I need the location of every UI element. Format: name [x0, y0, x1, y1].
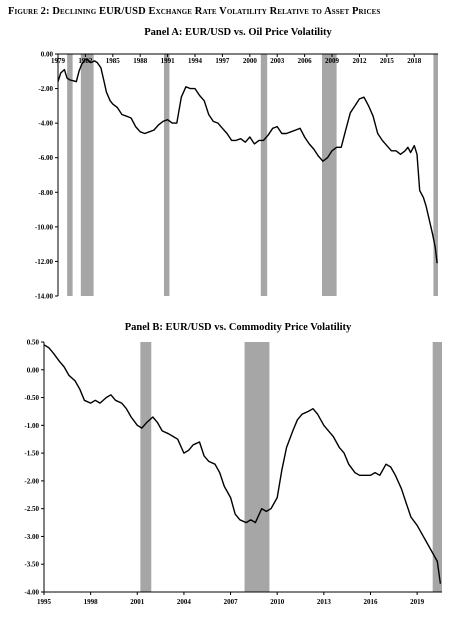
panel-a-y-tick-label: -2.00 [38, 85, 53, 93]
panel-a-shaded-period-5 [433, 54, 438, 296]
panel-b-y-tick-label: -1.00 [24, 422, 39, 430]
panel-b-y-tick-label: -2.00 [24, 477, 39, 485]
panel-a-series-line-0 [57, 58, 438, 264]
figure-title: Figure 2: Declining EUR/USD Exchange Rat… [8, 6, 381, 17]
panel-a-y-tick-label: -12.00 [35, 258, 54, 266]
panel-b-y-tick-label: -3.00 [24, 533, 39, 541]
panel-b-x-tick-label: 2013 [317, 598, 332, 606]
panel-a-y-tick-label: -14.00 [35, 293, 54, 301]
panel-b-x-tick-label: 2016 [363, 598, 378, 606]
panel-a-x-tick-label: 2006 [298, 57, 313, 65]
panel-a-shaded-period-3 [260, 54, 268, 296]
panel-b-y-tick-label: -2.50 [24, 505, 39, 513]
panel-b-shaded-period-1 [244, 342, 270, 592]
panel-a-y-tick-label: -8.00 [38, 189, 53, 197]
panel-b-y-tick-label: 0.50 [27, 339, 40, 347]
panel-a-x-tick-label: 1982 [78, 57, 93, 65]
panel-b-shaded-period-2 [432, 342, 442, 592]
panel-a-x-tick-label: 1979 [51, 57, 66, 65]
panel-b-y-tick-label: -3.50 [24, 561, 39, 569]
panel-b-y-tick-label: -0.50 [24, 394, 39, 402]
panel-b-x-tick-label: 2001 [130, 598, 145, 606]
panel-a-y-tick-label: -10.00 [35, 223, 54, 231]
panel-b-x-tick-label: 1998 [84, 598, 99, 606]
panel-b-x-tick-label: 1995 [37, 598, 52, 606]
panel-b-title: Panel B: EUR/USD vs. Commodity Price Vol… [124, 322, 352, 333]
panel-a-x-tick-label: 2000 [243, 57, 258, 65]
panel-a-y-tick-label: 0.00 [41, 51, 54, 59]
panel-b-x-tick-label: 2010 [270, 598, 285, 606]
panel-b-y-tick-label: -4.00 [24, 589, 39, 597]
panel-a-x-tick-label: 2009 [325, 57, 340, 65]
panel-b-x-tick-label: 2007 [224, 598, 239, 606]
panel-b-y-tick-label: 0.00 [27, 366, 40, 374]
panel-b-y-tick-label: -1.50 [24, 450, 39, 458]
panel-a-x-tick-label: 1994 [188, 57, 203, 65]
panel-b-shaded-period-0 [140, 342, 152, 592]
panel-a-shaded-period-1 [80, 54, 94, 296]
panel-a-x-tick-label: 2018 [407, 57, 422, 65]
panel-b-x-tick-label: 2004 [177, 598, 192, 606]
panel-a-x-tick-label: 2012 [352, 57, 367, 65]
panel-a-y-tick-label: -6.00 [38, 154, 53, 162]
panel-b-series-line-0 [43, 344, 442, 584]
panel-a-shaded-period-0 [67, 54, 73, 296]
panel-a-title: Panel A: EUR/USD vs. Oil Price Volatilit… [144, 27, 332, 38]
panel-b-x-tick-label: 2019 [410, 598, 425, 606]
panel-a-x-tick-label: 1991 [161, 57, 176, 65]
panel-a-shaded-period-2 [163, 54, 170, 296]
panel-a-x-tick-label: 1997 [215, 57, 230, 65]
panel-a-x-tick-label: 2003 [270, 57, 285, 65]
panel-a-shaded-period-4 [321, 54, 337, 296]
panel-a-x-tick-label: 2015 [380, 57, 395, 65]
panel-a-x-tick-label: 1985 [106, 57, 121, 65]
panel-a-x-tick-label: 1988 [133, 57, 148, 65]
panel-a-y-tick-label: -4.00 [38, 120, 53, 128]
